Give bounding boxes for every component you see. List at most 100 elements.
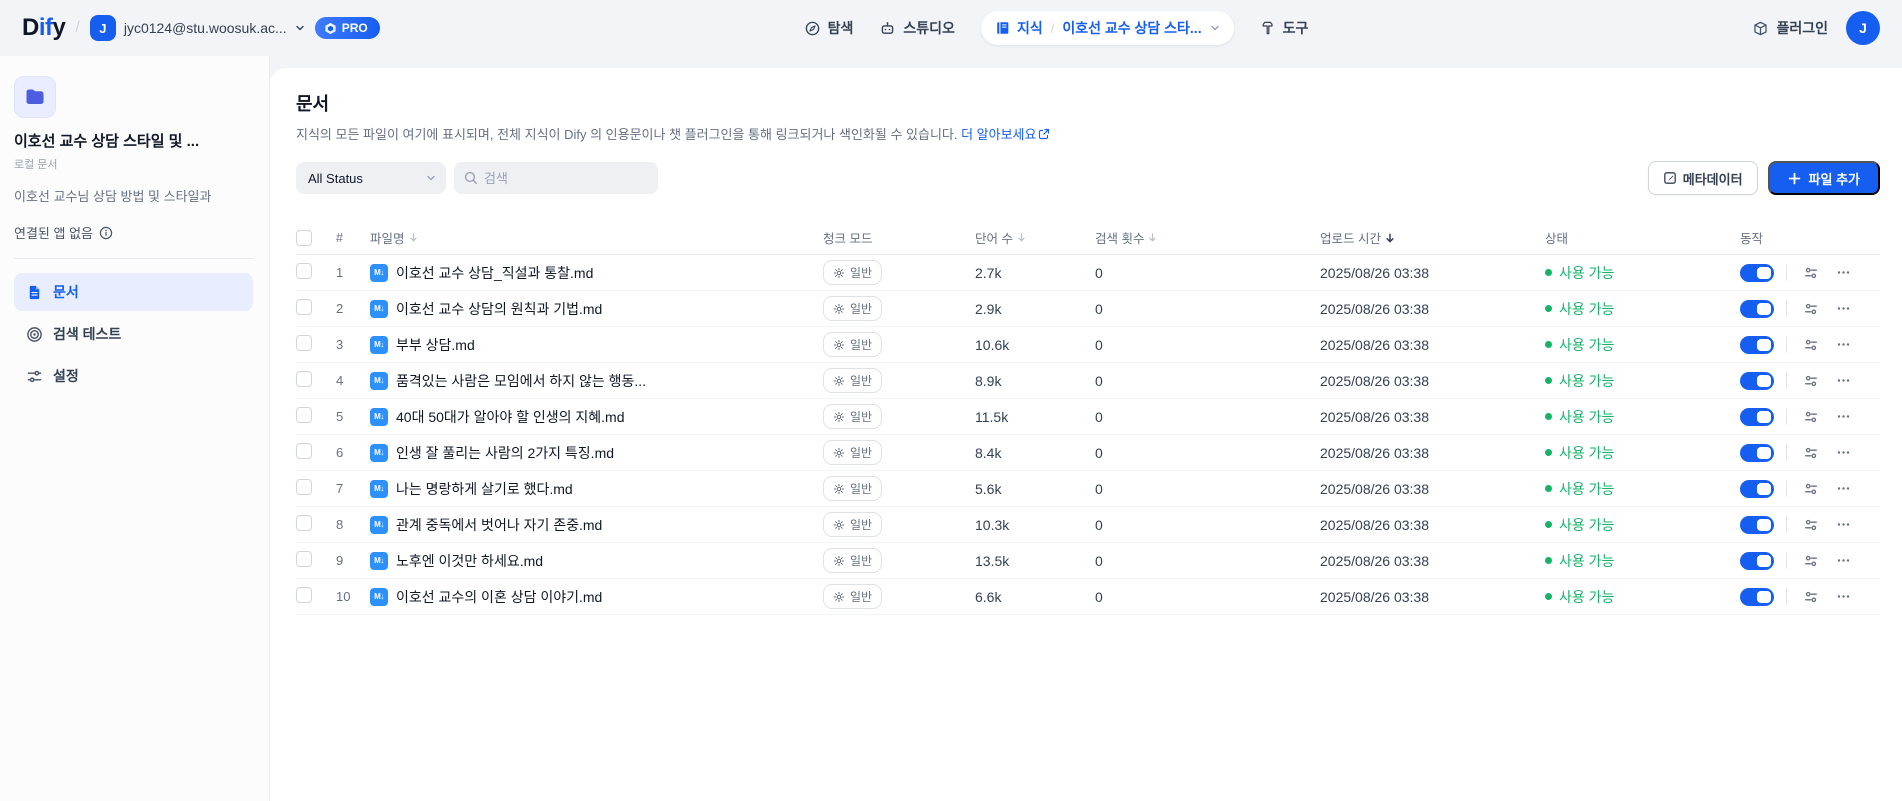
enable-toggle[interactable] [1740,515,1774,534]
sidebar-item-hit-testing[interactable]: 검색 테스트 [14,315,253,353]
row-checkbox[interactable] [296,443,312,459]
chunk-settings-icon[interactable] [1799,261,1823,285]
more-actions-icon[interactable] [1831,441,1855,465]
enable-toggle[interactable] [1740,407,1774,426]
more-actions-icon[interactable] [1831,297,1855,321]
table-row: 2 M↓ 이호선 교수 상담의 원칙과 기법.md 일반 2.9k 0 2025… [296,291,1880,327]
row-checkbox[interactable] [296,263,312,279]
enable-toggle[interactable] [1740,587,1774,606]
row-checkbox[interactable] [296,371,312,387]
col-retrieval-count[interactable]: 검색 횟수 [1095,228,1320,247]
row-checkbox[interactable] [296,479,312,495]
file-name[interactable]: 부부 상담.md [396,336,475,353]
chunk-mode-badge: 일반 [823,440,883,465]
chunk-mode-label: 일반 [850,338,873,352]
search-icon [464,171,478,185]
more-actions-icon[interactable] [1831,513,1855,537]
chunk-settings-icon[interactable] [1799,549,1823,573]
col-chunk-mode: 청크 모드 [823,232,873,246]
chunk-settings-icon[interactable] [1799,585,1823,609]
chevron-down-icon[interactable] [1210,23,1220,33]
more-actions-icon[interactable] [1831,549,1855,573]
chevron-down-icon [427,175,435,181]
more-actions-icon[interactable] [1831,477,1855,501]
col-word-count[interactable]: 단어 수 [975,228,1095,247]
table-row: 9 M↓ 노후엔 이것만 하세요.md 일반 13.5k 0 2025/08/2… [296,543,1880,579]
more-actions-icon[interactable] [1831,261,1855,285]
file-name[interactable]: 품격있는 사람은 모임에서 하지 않는 행동... [396,372,647,389]
word-count: 13.5k [975,552,1010,569]
nav-plugins[interactable]: 플러그인 [1752,18,1828,38]
more-actions-icon[interactable] [1831,369,1855,393]
file-name[interactable]: 관계 중독에서 벗어나 자기 존중.md [396,516,603,533]
row-checkbox[interactable] [296,407,312,423]
file-name[interactable]: 나는 명랑하게 살기로 했다.md [396,480,573,497]
file-name[interactable]: 이호선 교수의 이혼 상담 이야기.md [396,588,603,605]
file-name[interactable]: 이호선 교수 상담의 원칙과 기법.md [396,300,603,317]
workspace-switcher[interactable]: J jyc0124@stu.woosuk.ac... [89,15,305,41]
nav-tools[interactable]: 도구 [1260,18,1308,38]
chunk-settings-icon[interactable] [1799,333,1823,357]
enable-toggle[interactable] [1740,371,1774,390]
info-icon[interactable] [99,226,113,240]
sidebar-item-settings[interactable]: 설정 [14,357,253,395]
chunk-settings-icon[interactable] [1799,405,1823,429]
sort-down-icon [1386,232,1394,242]
current-knowledge-name[interactable]: 이호선 교수 상담 스타... [1062,20,1202,36]
markdown-file-icon: M↓ [370,263,388,282]
enable-toggle[interactable] [1740,551,1774,570]
file-name[interactable]: 인생 잘 풀리는 사람의 2가지 특징.md [396,444,615,461]
chunk-settings-icon[interactable] [1799,513,1823,537]
chunk-settings-icon[interactable] [1799,477,1823,501]
row-number: 5 [336,409,344,424]
more-actions-icon[interactable] [1831,405,1855,429]
nav-explore[interactable]: 탐색 [804,18,853,38]
row-checkbox[interactable] [296,335,312,351]
more-actions-icon[interactable] [1831,333,1855,357]
chunk-mode-badge: 일반 [823,296,883,321]
nav-knowledge-breadcrumb[interactable]: 지식 / 이호선 교수 상담 스타... [980,11,1234,45]
file-name[interactable]: 노후엔 이것만 하세요.md [396,552,544,569]
file-name[interactable]: 40대 50대가 알아야 할 인생의 지혜.md [396,408,625,425]
row-checkbox[interactable] [296,551,312,567]
row-checkbox[interactable] [296,515,312,531]
col-upload-time[interactable]: 업로드 시간 [1320,228,1545,247]
nav-knowledge[interactable]: 지식 [995,18,1043,38]
enable-toggle[interactable] [1740,299,1774,318]
table-row: 10 M↓ 이호선 교수의 이혼 상담 이야기.md 일반 6.6k 0 202… [296,579,1880,615]
select-all-checkbox[interactable] [296,229,312,246]
enable-toggle[interactable] [1740,479,1774,498]
row-checkbox[interactable] [296,299,312,315]
gear-icon [833,519,845,530]
chunk-mode-label: 일반 [850,554,873,568]
learn-more-link[interactable]: 더 알아보세요 [961,124,1050,143]
enable-toggle[interactable] [1740,263,1774,282]
status-label: 사용 가능 [1559,336,1615,353]
enable-toggle[interactable] [1740,443,1774,462]
file-name[interactable]: 이호선 교수 상담_직설과 통찰.md [396,264,594,281]
row-checkbox[interactable] [296,587,312,603]
chunk-mode-label: 일반 [850,518,873,532]
metadata-button[interactable]: 메타데이터 [1647,161,1758,195]
status-label: 사용 가능 [1559,588,1615,605]
pro-plan-badge[interactable]: PRO [314,17,380,39]
retrieval-count: 0 [1095,372,1103,389]
status-filter-dropdown[interactable]: All Status [296,162,446,194]
search-input[interactable] [484,170,634,186]
user-avatar[interactable]: J [1846,11,1880,45]
status-badge: 사용 가능 [1545,371,1740,391]
col-filename[interactable]: 파일명 [370,228,823,247]
sidebar-item-documents[interactable]: 문서 [14,273,253,311]
chunk-mode-badge: 일반 [823,476,883,501]
documents-panel: 문서 지식의 모든 파일이 여기에 표시되며, 전체 지식이 Dify 의 인용… [270,68,1902,801]
chunk-settings-icon[interactable] [1799,369,1823,393]
enable-toggle[interactable] [1740,335,1774,354]
status-label: 사용 가능 [1559,264,1615,281]
dify-logo[interactable]: Dify [22,14,66,41]
chunk-mode-label: 일반 [850,302,873,316]
more-actions-icon[interactable] [1831,585,1855,609]
chunk-settings-icon[interactable] [1799,441,1823,465]
chunk-settings-icon[interactable] [1799,297,1823,321]
nav-studio[interactable]: 스튜디오 [879,18,955,38]
add-file-button[interactable]: 파일 추가 [1767,161,1880,195]
